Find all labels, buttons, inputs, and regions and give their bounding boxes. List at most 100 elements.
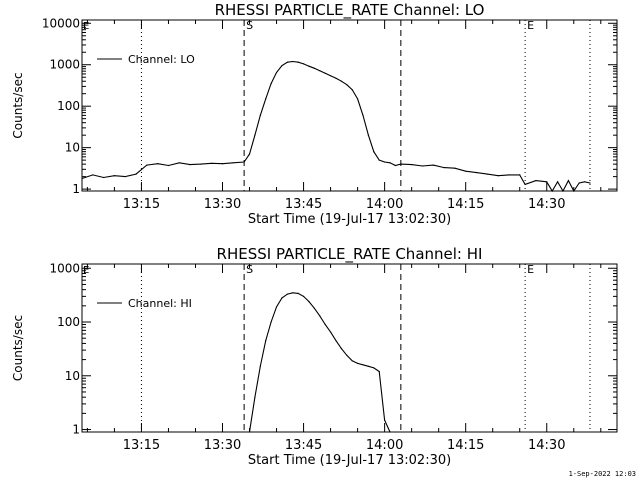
- chart1-x-tick-label: 14:15: [447, 197, 484, 212]
- chart2-data-point: [292, 292, 294, 294]
- chart2-data-point: [330, 331, 332, 333]
- chart1-data-point: [340, 80, 342, 82]
- chart1-data-point: [167, 164, 170, 167]
- chart2-data-point: [389, 431, 391, 433]
- chart1-data-point: [232, 162, 234, 164]
- chart1-data-point: [270, 83, 272, 85]
- chart1-corner-e-label: E: [83, 21, 89, 32]
- chart2-data-point: [265, 340, 267, 342]
- chart2-data-point: [378, 370, 380, 373]
- chart1-y-axis-label: Counts/sec: [11, 72, 25, 138]
- chart1-x-tick-label: 13:45: [285, 197, 322, 212]
- chart1-data-point: [535, 180, 537, 182]
- chart2-data-point: [254, 396, 256, 398]
- chart1-data-point: [200, 163, 202, 165]
- chart1-data-point: [411, 164, 413, 166]
- chart1-data-point: [475, 172, 478, 174]
- chart1-x-tick-label: 14:00: [366, 197, 403, 212]
- chart2-x-tick-label: 13:15: [123, 438, 160, 453]
- chart1-data-point: [400, 163, 402, 165]
- chart1-data-point: [346, 84, 348, 86]
- chart2-data-point: [362, 364, 364, 366]
- chart1-data-point: [275, 71, 278, 74]
- chart2-data-point: [324, 323, 326, 326]
- chart2-data-point: [340, 348, 342, 350]
- chart1-y-tick-label: 10000: [42, 16, 80, 30]
- chart2-data-point: [367, 365, 369, 367]
- chart2-legend-label: Channel: HI: [128, 297, 192, 310]
- chart1-data-point: [286, 61, 288, 63]
- chart2-y-tick-label: 10: [65, 369, 80, 383]
- chart1-data-point: [330, 75, 332, 77]
- chart1-data-point: [189, 164, 191, 166]
- chart2-marker-label: S: [246, 263, 253, 276]
- chart1-data-point: [573, 190, 575, 192]
- chart1-data-point: [497, 175, 499, 177]
- chart1-data-point: [254, 134, 256, 136]
- chart2-data-point: [286, 293, 288, 295]
- chart2-y-axis-label: Counts/sec: [11, 315, 25, 381]
- chart1-data-point: [384, 161, 386, 163]
- chart1-data-point: [432, 164, 434, 166]
- chart1-data-point: [465, 170, 467, 172]
- chart1-x-tick-label: 14:30: [528, 197, 565, 212]
- chart1-data-point: [567, 180, 570, 182]
- chart1-data-point: [562, 190, 564, 192]
- chart1-data-point: [589, 182, 591, 184]
- chart1-data-point: [92, 174, 94, 176]
- chart1-legend-label: Channel: LO: [128, 53, 195, 66]
- chart1-data-point: [303, 63, 305, 65]
- chart2-y-tick-label: 1000: [49, 261, 80, 275]
- chart1-data-point: [178, 162, 180, 164]
- chart2-x-tick-label: 14:00: [366, 438, 403, 453]
- chart1-data-point: [259, 114, 261, 116]
- chart1-data-point: [308, 65, 310, 67]
- chart1-data-point: [297, 61, 299, 63]
- chart1-data-point: [313, 67, 315, 69]
- footer-timestamp: 1-Sep-2022 12:03: [568, 470, 636, 478]
- chart1-data-point: [281, 65, 283, 67]
- chart1-data-point: [443, 167, 445, 169]
- chart2-x-tick-label: 14:15: [447, 438, 484, 453]
- chart1-x-tick-label: 13:15: [123, 197, 160, 212]
- chart1-plot-frame: [81, 19, 618, 192]
- chart2-data-point: [259, 365, 261, 367]
- chart2-y-tick-label: 1: [72, 423, 80, 437]
- chart1-data-point: [335, 77, 337, 79]
- chart2-x-axis-label: Start Time (19-Jul-17 13:02:30): [248, 453, 451, 468]
- chart1-data-point: [113, 175, 115, 177]
- chart1-data-point: [157, 163, 159, 165]
- chart2-data-point: [384, 419, 386, 421]
- chart1-y-tick-label: 10: [65, 141, 80, 155]
- chart1-data-point: [221, 163, 224, 165]
- chart1-data-point: [378, 159, 380, 161]
- chart1-data-point: [362, 114, 364, 116]
- chart1-marker-label: S: [246, 19, 253, 32]
- chart1-data-point: [394, 164, 396, 167]
- chart1-data-point: [557, 181, 559, 183]
- chart1-data-point: [367, 134, 369, 136]
- chart2-data-point: [351, 360, 353, 362]
- chart2-data-point: [308, 301, 310, 303]
- chart2-title: RHESSI PARTICLE_RATE Channel: HI: [217, 245, 483, 264]
- chart1-y-tick-label: 100: [57, 99, 80, 113]
- chart2-data-point: [319, 315, 321, 317]
- chart1-data-point: [146, 164, 148, 166]
- chart1-title: RHESSI PARTICLE_RATE Channel: LO: [215, 1, 485, 20]
- chart2-series-line: [248, 292, 391, 433]
- chart1-x-axis-label: Start Time (19-Jul-17 13:02:30): [248, 212, 451, 227]
- chart1-x-tick-label: 13:30: [204, 197, 241, 212]
- chart1-data-point: [421, 165, 424, 167]
- chart1-y-tick-label: 1000: [49, 58, 80, 72]
- chart2-data-point: [303, 295, 305, 297]
- chart2-data-point: [373, 367, 375, 369]
- chart2-data-point: [281, 297, 283, 299]
- chart2-x-tick-label: 14:30: [528, 438, 565, 453]
- chart2-data-point: [357, 362, 359, 364]
- chart2-x-tick-label: 13:45: [285, 438, 322, 453]
- chart1-data-point: [389, 162, 391, 164]
- chart2-data-point: [346, 354, 348, 356]
- chart1-data-point: [578, 182, 580, 184]
- chart1-data-point: [265, 98, 267, 100]
- chart2-x-tick-label: 13:30: [204, 438, 241, 453]
